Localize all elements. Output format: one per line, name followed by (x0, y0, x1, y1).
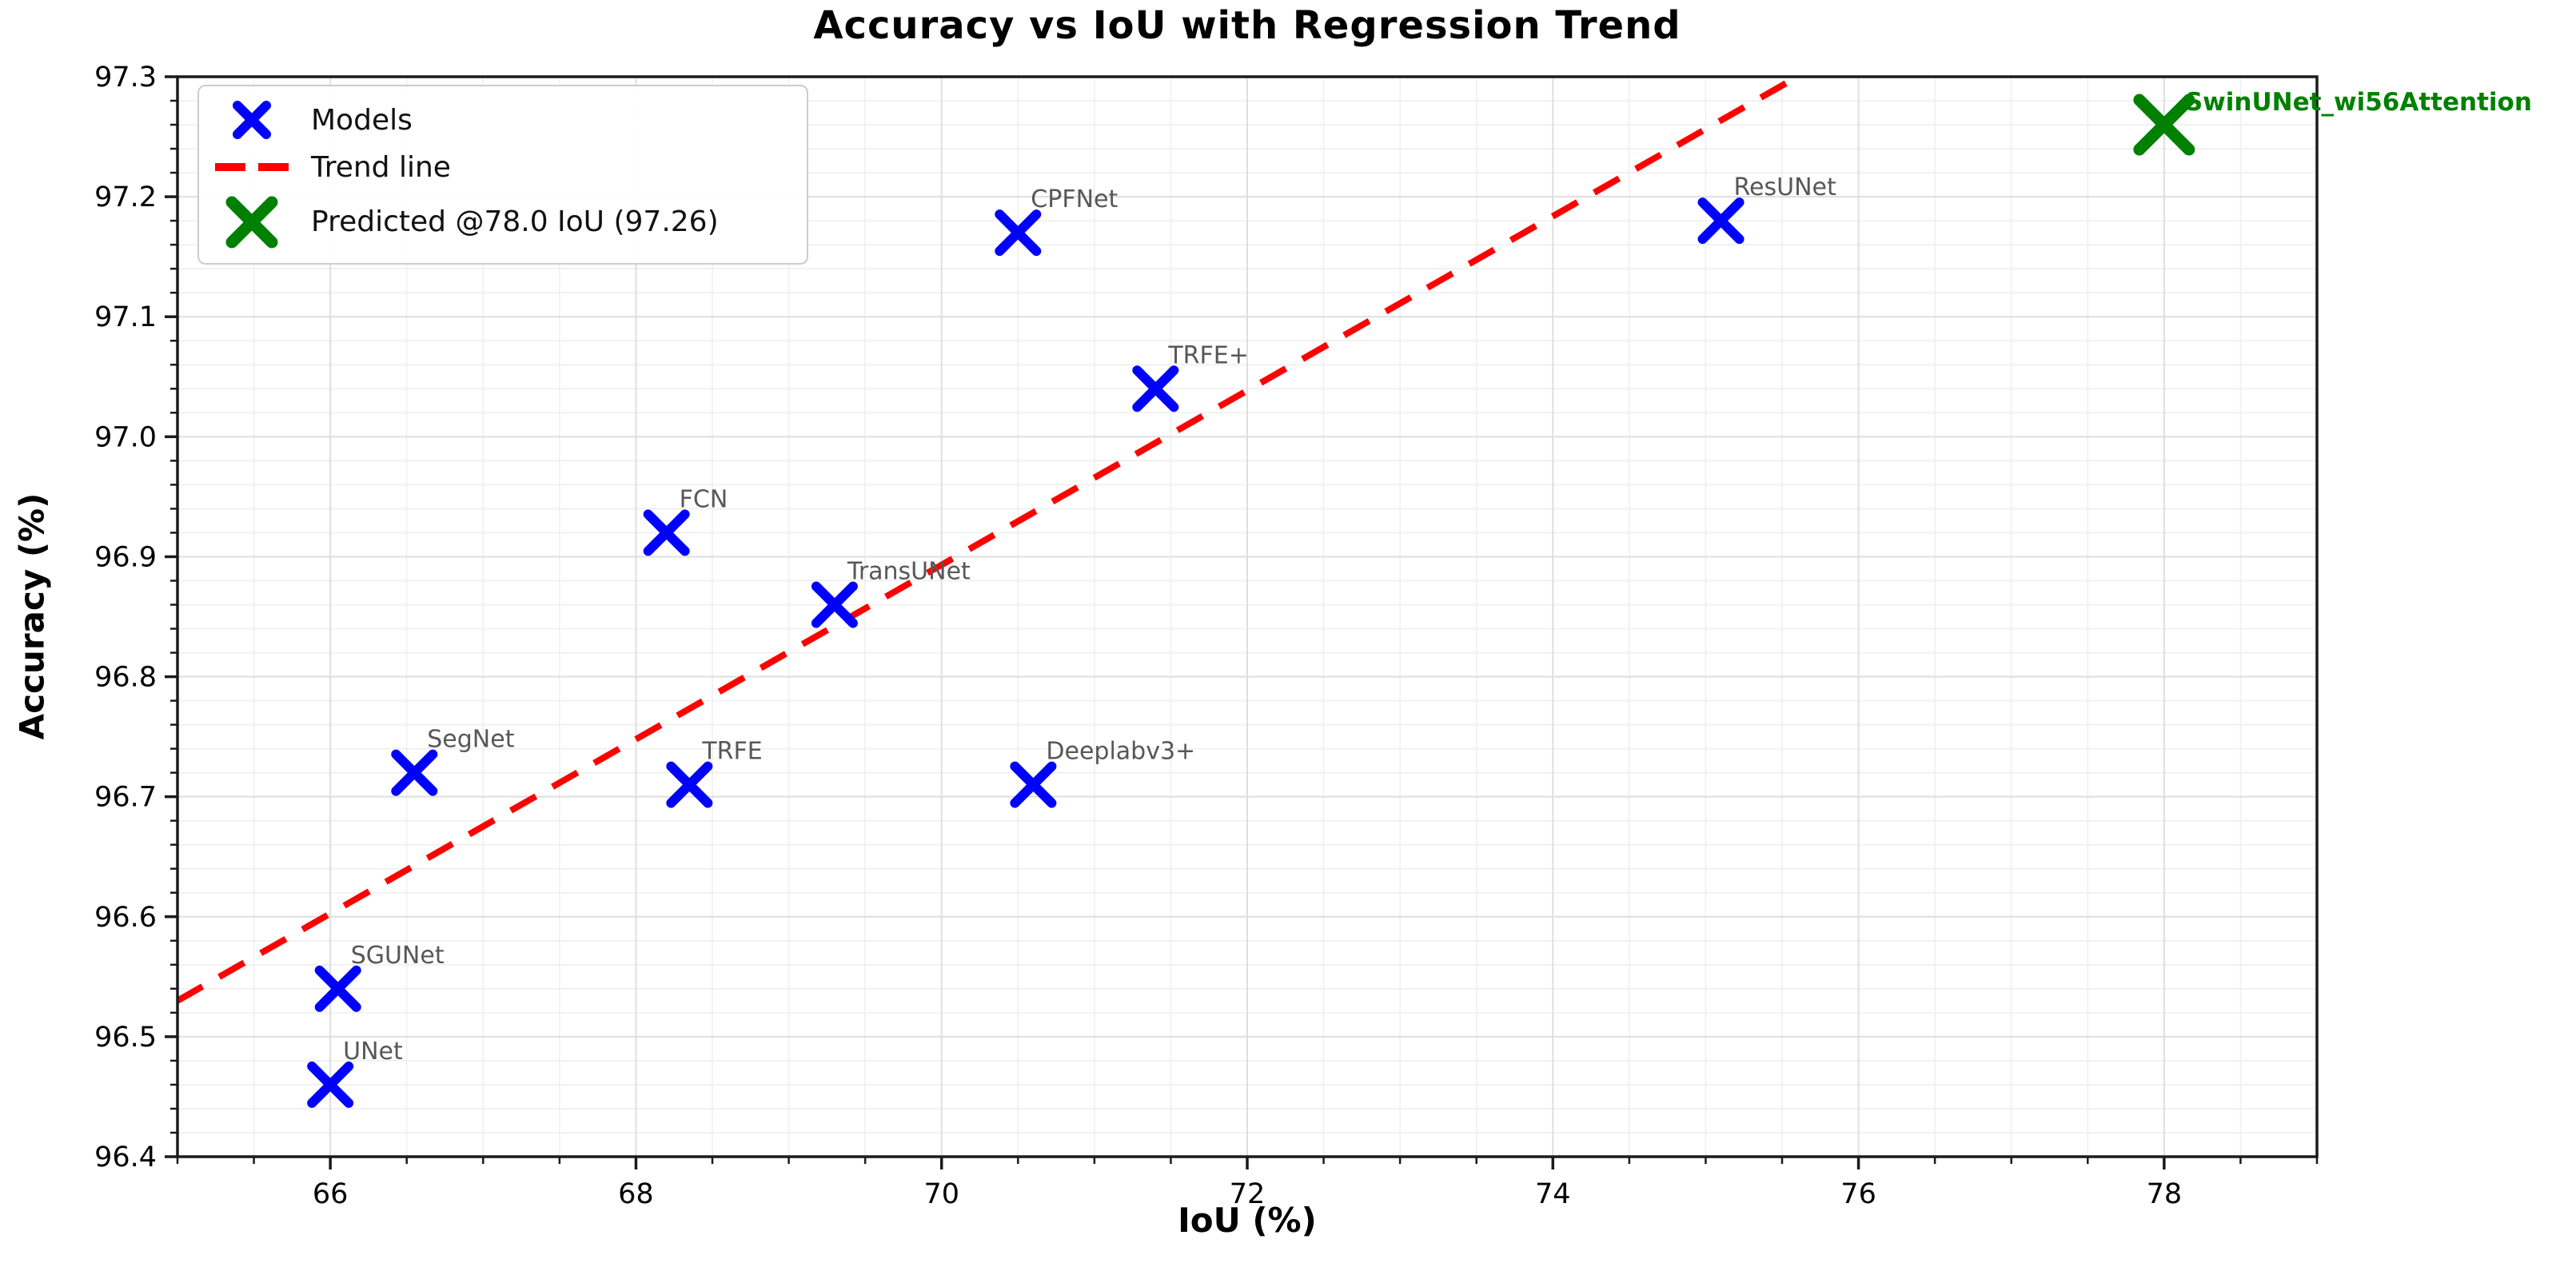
data-points (307, 94, 2195, 1108)
legend-item-predicted: Predicted @78.0 IoU (97.26) (213, 191, 792, 253)
data-point-trfe (666, 761, 713, 808)
x-axis-label: IoU (%) (1178, 1201, 1317, 1240)
point-label-fcn: FCN (680, 485, 728, 513)
legend-label-trend-line: Trend line (311, 150, 451, 184)
data-point-trfe- (1132, 365, 1179, 412)
y-tick-label: 97.0 (94, 421, 157, 453)
axis-ticks (165, 75, 2319, 1169)
y-tick-label: 97.2 (94, 181, 157, 213)
data-point-sgunet (314, 965, 361, 1012)
point-label-resunet: ResUNet (1734, 173, 1836, 201)
y-tick-label: 96.4 (94, 1142, 157, 1173)
data-point-resunet (1697, 197, 1745, 245)
y-tick-labels: 96.4 96.5 96.6 96.7 96.8 96.9 97.0 97.1 97.2 97.3 (94, 62, 157, 1173)
legend-item-models: Models (213, 96, 792, 144)
legend: Models Trend line Predicted @78.0 IoU (9… (197, 85, 808, 265)
predicted-point-label: SwinUNet_wi56Attention (2185, 88, 2532, 117)
x-tick-label: 68 (618, 1178, 654, 1210)
y-tick-label: 96.6 (94, 902, 157, 934)
y-tick-label: 96.7 (94, 782, 157, 814)
y-axis-label: Accuracy (%) (12, 492, 52, 740)
legend-item-trend-line: Trend line (213, 151, 792, 184)
x-tick-label: 74 (1535, 1178, 1571, 1210)
x-tick-label: 78 (2147, 1178, 2183, 1210)
legend-label-predicted: Predicted @78.0 IoU (97.26) (311, 205, 719, 239)
predicted-x-marker-icon (213, 191, 290, 253)
trend-line (176, 74, 1800, 1004)
x-tick-label: 66 (313, 1178, 349, 1210)
y-tick-label: 96.8 (94, 662, 157, 694)
trend-line-icon (213, 161, 290, 173)
data-point-segnet (391, 749, 438, 796)
point-label-trfe-: TRFE+ (1167, 341, 1249, 369)
y-tick-label: 97.3 (94, 62, 157, 94)
y-tick-label: 97.1 (94, 301, 157, 333)
x-tick-label: 76 (1840, 1178, 1876, 1210)
point-label-segnet: SegNet (427, 726, 514, 754)
models-x-marker-icon (213, 96, 290, 144)
predicted-data-point (2133, 94, 2195, 156)
data-point-cpfnet (995, 209, 1042, 257)
data-point-deeplabv3- (1010, 761, 1057, 808)
y-tick-label: 96.5 (94, 1022, 157, 1054)
point-labels: UNet SGUNet SegNet FCN TRFE TransUNet CPFNet De… (343, 88, 2532, 1066)
point-label-cpfnet: CPFNet (1031, 185, 1118, 213)
chart-title: Accuracy vs IoU with Regression Trend (813, 3, 1681, 48)
point-label-sgunet: SGUNet (351, 942, 445, 970)
point-label-trfe: TRFE (701, 738, 762, 766)
x-tick-label: 70 (923, 1178, 959, 1210)
data-point-fcn (643, 509, 690, 556)
point-label-deeplabv3-: Deeplabv3+ (1046, 738, 1195, 766)
point-label-unet: UNet (343, 1038, 403, 1066)
legend-label-models: Models (311, 103, 413, 137)
y-tick-label: 96.9 (94, 541, 157, 573)
x-tick-labels: 66 68 70 72 74 76 78 (313, 1178, 2182, 1210)
data-point-unet (307, 1061, 354, 1108)
x-tick-label: 72 (1230, 1178, 1266, 1210)
point-label-transunet: TransUNet (847, 557, 971, 585)
data-point-transunet (811, 581, 858, 628)
